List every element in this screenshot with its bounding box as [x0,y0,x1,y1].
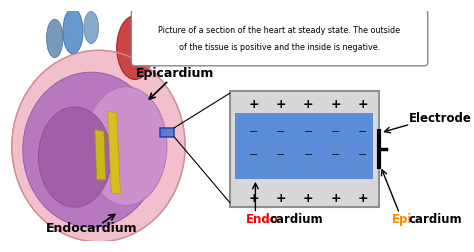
Text: −: − [276,127,286,137]
Text: cardium: cardium [270,212,324,226]
Text: −: − [304,127,313,137]
Text: −: − [249,127,258,137]
Text: +: + [275,192,286,205]
Text: Epicardium: Epicardium [136,67,214,80]
Text: Endo: Endo [246,212,279,226]
Text: −: − [304,150,313,160]
Text: +: + [303,192,314,205]
Polygon shape [95,130,106,180]
Ellipse shape [63,8,83,54]
Text: Picture of a section of the heart at steady state. The outside: Picture of a section of the heart at ste… [158,26,401,35]
Ellipse shape [23,72,160,227]
Ellipse shape [12,50,185,242]
Text: Electrode: Electrode [409,112,472,125]
Text: −: − [249,150,258,160]
Ellipse shape [46,19,63,58]
FancyBboxPatch shape [131,9,428,66]
Bar [230,91,379,207]
Text: +: + [303,98,314,111]
Text: +: + [358,192,368,205]
Text: +: + [248,98,259,111]
Ellipse shape [84,12,99,43]
Text: of the tissue is positive and the inside is negative.: of the tissue is positive and the inside… [179,43,380,52]
Text: −: − [358,127,368,137]
Bar [160,128,174,137]
Text: −: − [276,150,286,160]
Text: +: + [275,98,286,111]
Ellipse shape [117,16,153,79]
Ellipse shape [85,87,167,205]
Ellipse shape [140,11,151,39]
Text: Epi: Epi [392,212,412,226]
Text: −: − [331,150,340,160]
Text: Endocardium: Endocardium [46,222,137,235]
Text: −: − [331,127,340,137]
Text: −: − [358,150,368,160]
Text: cardium: cardium [409,212,462,226]
Text: +: + [330,192,341,205]
Text: +: + [248,192,259,205]
Ellipse shape [153,16,166,52]
Text: +: + [358,98,368,111]
Text: +: + [330,98,341,111]
Ellipse shape [38,107,111,207]
Bar [235,113,373,179]
Polygon shape [108,111,120,194]
